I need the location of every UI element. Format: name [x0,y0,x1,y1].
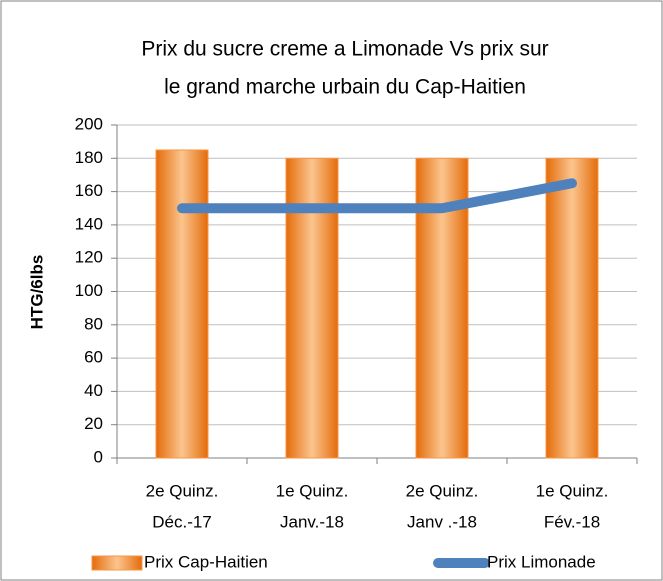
y-tick-label: 100 [75,281,103,300]
legend-label: Prix Cap-Haitien [144,552,268,571]
y-axis-label: HTG/6lbs [27,255,46,330]
y-tick-label: 140 [75,214,103,233]
x-tick-label: Janv.-18 [280,512,344,531]
y-tick-label: 160 [75,181,103,200]
legend-swatch [91,555,143,571]
legend-label: Prix Limonade [487,552,596,571]
x-tick-label: 1e Quinz. [536,481,609,500]
x-tick-label: 1e Quinz. [276,481,349,500]
y-tick-label: 20 [84,414,103,433]
x-tick-label: Fév.-18 [544,512,600,531]
bar [545,157,599,459]
x-tick-label: Déc.-17 [152,512,212,531]
line [177,178,577,214]
x-tick-label: 2e Quinz. [146,481,219,500]
x-tick-label: Janv .-18 [407,512,477,531]
bar [155,149,209,459]
y-tick-label: 80 [84,314,103,333]
y-tick-label: 0 [94,447,103,466]
chart-title: Prix du sucre creme a Limonade Vs prix s… [141,38,548,61]
y-tick-label: 180 [75,148,103,167]
x-tick-label: 2e Quinz. [406,481,479,500]
y-tick-label: 120 [75,248,103,267]
y-tick-label: 200 [75,114,103,133]
y-tick-label: 40 [84,381,103,400]
chart-title: le grand marche urbain du Cap-Haitien [164,76,526,99]
y-tick-label: 60 [84,348,103,367]
